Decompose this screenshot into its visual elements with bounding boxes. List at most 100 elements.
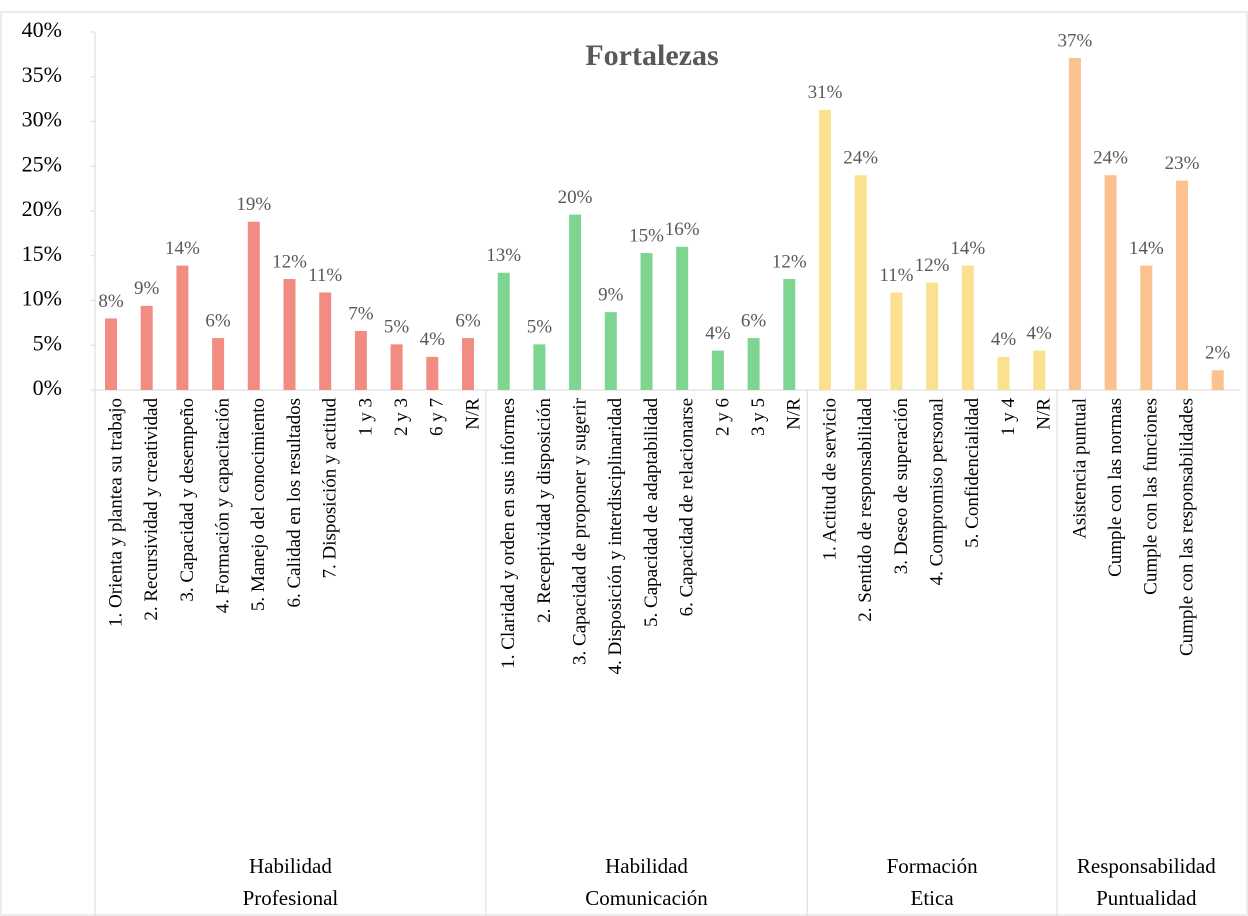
x-tick-label: 2 y 6 [712,398,733,436]
y-tick-label: 5% [33,330,62,355]
x-tick-label: 2. Sentido de responsabilidad [855,398,876,622]
x-tick-label: 3. Capacidad de proponer y sugerir [569,397,590,665]
bar [640,253,653,390]
x-tick-label: 5. Manejo del conocimiento [248,398,269,611]
data-label: 4% [705,323,731,344]
bar [854,175,867,390]
x-tick-label: 4. Compromiso personal [926,398,947,585]
x-tick-label: 6. Calidad en los resultados [284,398,305,608]
data-label: 9% [134,278,160,299]
bar [604,312,617,390]
x-tick-label: 3. Capacidad y desempeño [177,398,198,602]
data-label: 8% [98,291,124,312]
group-label: Habilidad [605,854,688,878]
data-label: 24% [1093,148,1128,169]
x-tick-label: N/R [1034,398,1055,430]
group-label: Puntualidad [1096,886,1197,910]
data-label: 12% [772,251,807,272]
y-tick-label: 40% [22,17,62,42]
x-tick-label: Cumple con las responsabilidades [1176,398,1197,656]
bar [462,338,474,390]
data-label: 20% [558,187,593,208]
group-label: Habilidad [249,854,332,878]
x-tick-label: 1 y 4 [998,398,1019,437]
group-label: Responsabilidad [1077,854,1216,878]
y-tick-label: 35% [22,62,62,87]
x-tick-label: 2. Receptividad y disposición [534,398,555,623]
bar [1140,265,1153,390]
bar [497,272,510,390]
bar [1068,57,1081,391]
data-label: 11% [879,265,913,286]
data-label: 15% [629,225,664,246]
x-tick-label: N/R [784,398,805,430]
data-label: 6% [205,310,231,331]
data-label: 4% [991,329,1017,350]
bar [176,265,189,390]
group-label: Formación [887,854,978,878]
data-label: 13% [486,245,521,266]
x-tick-label: 6 y 7 [427,398,448,436]
data-label: 5% [384,317,410,338]
bar [1211,370,1224,390]
x-tick-label: 2. Recursividad y creatividad [141,398,162,621]
data-label: 9% [598,284,624,305]
x-tick-label: Cumple con las funciones [1141,398,1162,595]
x-tick-label: 5. Capacidad de adaptabilidad [641,398,662,627]
x-tick-label: 5. Confidencialidad [962,398,983,548]
bar [747,338,760,390]
data-label: 4% [420,329,446,350]
bar [961,265,974,390]
bar [390,344,403,390]
y-tick-label: 10% [22,286,62,311]
data-label: 6% [455,310,481,331]
x-tick-label: 2 y 3 [391,398,412,436]
data-label: 16% [665,219,700,240]
bar [926,282,939,390]
chart-border [0,11,1248,916]
x-tick-label: 1. Orienta y plantea su trabajo [105,398,126,627]
y-tick-label: 15% [22,241,62,266]
bar [997,356,1010,390]
bar [783,279,796,390]
bar [533,344,546,390]
bar [426,356,439,390]
y-tick-label: 30% [22,107,62,132]
group-label: Etica [911,886,955,910]
bar [247,221,260,390]
data-label: 12% [272,251,307,272]
bar [711,350,724,390]
bar [676,246,689,390]
group-label: Comunicación [585,886,708,910]
bar [1176,180,1188,390]
bar [890,292,903,390]
bar [569,214,582,390]
data-label: 7% [348,303,374,324]
bar [319,292,332,390]
data-label: 11% [308,265,342,286]
data-label: 2% [1205,343,1231,364]
x-tick-label: 3. Deseo de superación [891,398,912,575]
x-tick-label: N/R [462,398,483,430]
x-tick-label: 3 y 5 [748,398,769,436]
data-label: 14% [1129,238,1164,259]
bar [1104,175,1117,390]
x-tick-label: 4. Formación y capacitación [212,398,233,614]
data-label: 31% [808,82,843,103]
data-label: 12% [915,255,950,276]
group-label: Profesional [243,886,339,910]
x-tick-label: 1 y 3 [355,398,376,436]
x-tick-label: 4. Disposición y interdisciplinaridad [605,398,626,675]
x-tick-label: Asistencia puntual [1069,398,1090,539]
x-tick-label: Cumple con las normas [1105,398,1126,577]
bar [819,109,831,391]
y-tick-label: 25% [22,151,62,176]
bar [283,279,296,390]
y-tick-label: 20% [22,196,62,221]
x-tick-label: 7. Disposición y actitud [320,398,341,579]
data-label: 14% [165,238,200,259]
chart-title: Fortalezas [585,39,718,72]
data-label: 23% [1165,153,1200,174]
x-tick-label: 1. Actitud de servicio [819,398,840,561]
